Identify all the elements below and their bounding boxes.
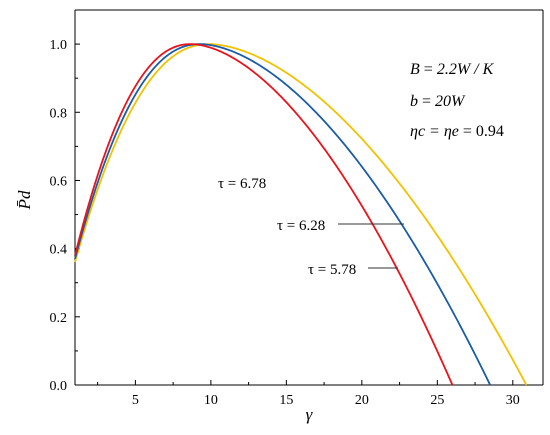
y-tick-label: 0.8 — [50, 106, 68, 121]
x-tick-label: 25 — [430, 393, 444, 408]
series-label-tau-578: τ = 5.78 — [308, 262, 356, 278]
param-B: B = 2.2W / K — [410, 61, 495, 78]
series-label-tau-628: τ = 6.28 — [277, 218, 325, 234]
x-axis-label: γ — [306, 405, 314, 424]
param-b: b = 20W — [410, 93, 466, 110]
param-eta: ηc = ηe = 0.94 — [410, 123, 504, 140]
series-callouts: τ = 6.78 τ = 6.28 τ = 5.78 — [218, 176, 404, 278]
param-B-rhs: 2.2W / K — [437, 61, 495, 78]
x-tick-label: 15 — [279, 393, 293, 408]
y-tick-label: 0.4 — [50, 243, 68, 258]
y-ticks: 0.0 0.2 0.4 0.6 0.8 1.0 — [50, 38, 80, 394]
x-ticks: 5 10 15 20 25 30 — [97, 380, 520, 408]
param-eta-lhs: ηc = ηe — [410, 123, 459, 140]
x-tick-label: 5 — [132, 393, 139, 408]
y-axis-label: P̄d — [15, 190, 34, 210]
parameter-annotations: B = 2.2W / K b = 20W ηc = ηe = 0.94 — [410, 61, 504, 140]
y-tick-label: 0.0 — [50, 379, 68, 394]
y-tick-label: 0.2 — [50, 311, 68, 326]
series-line-tau-578 — [74, 43, 454, 386]
param-B-lhs: B — [410, 61, 420, 78]
y-axis-label-group: P̄d — [15, 190, 34, 210]
x-tick-label: 20 — [355, 393, 369, 408]
x-tick-label: 10 — [204, 393, 218, 408]
param-eta-rhs: 0.94 — [476, 123, 504, 140]
param-b-lhs: b — [410, 93, 418, 110]
param-B-eq: = — [420, 61, 437, 78]
y-tick-label: 0.6 — [50, 174, 68, 189]
series-line-tau-628 — [74, 43, 491, 386]
series-label-tau-678: τ = 6.78 — [218, 176, 266, 192]
curves — [74, 43, 528, 386]
x-tick-label: 30 — [506, 393, 520, 408]
param-b-eq: = — [418, 93, 435, 110]
param-b-rhs: 20W — [435, 93, 466, 110]
y-tick-label: 1.0 — [50, 38, 68, 53]
param-eta-eq: = — [459, 123, 476, 140]
series-line-tau-678 — [74, 43, 528, 386]
